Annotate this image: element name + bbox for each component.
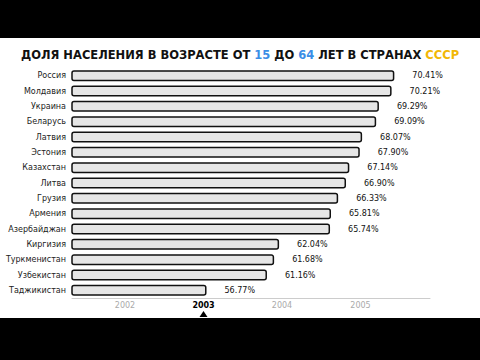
svg-text:Таджикистан: Таджикистан [8,286,66,295]
svg-text:Грузия: Грузия [37,194,66,203]
svg-text:СТРАНАХ: СТРАНАХ [360,48,421,62]
svg-text:67.14%: 67.14% [367,163,398,172]
svg-text:Киргизия: Киргизия [26,240,66,249]
svg-text:В: В [148,48,157,62]
svg-text:67.90%: 67.90% [378,148,409,157]
svg-text:Россия: Россия [37,71,66,80]
svg-text:ДО: ДО [274,48,294,62]
svg-text:66.90%: 66.90% [364,179,395,188]
svg-text:65.74%: 65.74% [348,225,379,234]
svg-text:69.09%: 69.09% [394,117,425,126]
svg-text:56.77%: 56.77% [225,286,256,295]
svg-text:61.16%: 61.16% [285,271,316,280]
svg-text:Армения: Армения [29,209,66,218]
svg-text:62.04%: 62.04% [297,240,328,249]
svg-text:Молдавия: Молдавия [24,87,66,96]
svg-text:2005: 2005 [350,301,370,310]
svg-text:2003: 2003 [192,301,214,310]
svg-text:2002: 2002 [115,301,135,310]
svg-text:ОТ: ОТ [233,48,251,62]
svg-text:Туркменистан: Туркменистан [5,255,66,264]
svg-text:68.07%: 68.07% [380,133,411,142]
svg-text:НАСЕЛЕНИЯ: НАСЕЛЕНИЯ [63,48,143,62]
svg-text:64: 64 [298,48,314,62]
svg-text:В: В [348,48,357,62]
svg-text:Литва: Литва [41,179,67,188]
svg-text:70.41%: 70.41% [412,71,443,80]
svg-text:70.21%: 70.21% [410,87,441,96]
svg-text:ЛЕТ: ЛЕТ [318,48,343,62]
svg-text:Эстония: Эстония [31,148,66,157]
svg-text:2004: 2004 [272,301,292,310]
svg-text:Украина: Украина [31,102,66,111]
svg-text:15: 15 [254,48,270,62]
svg-text:СССР: СССР [425,48,459,62]
svg-text:Узбекистан: Узбекистан [18,271,66,280]
svg-text:66.33%: 66.33% [356,194,387,203]
svg-text:69.29%: 69.29% [397,102,428,111]
svg-text:ДОЛЯ: ДОЛЯ [21,48,59,62]
svg-text:65.81%: 65.81% [349,209,380,218]
svg-text:61.68%: 61.68% [292,255,323,264]
svg-text:Беларусь: Беларусь [27,117,67,126]
svg-text:Казахстан: Казахстан [22,163,66,172]
svg-text:ВОЗРАСТЕ: ВОЗРАСТЕ [160,48,228,62]
svg-text:Латвия: Латвия [36,133,66,142]
svg-text:Азербайджан: Азербайджан [8,225,66,234]
